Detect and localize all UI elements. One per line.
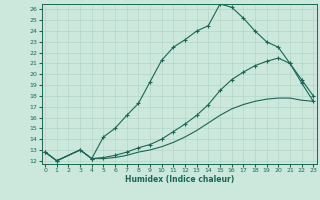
X-axis label: Humidex (Indice chaleur): Humidex (Indice chaleur) [124,175,234,184]
